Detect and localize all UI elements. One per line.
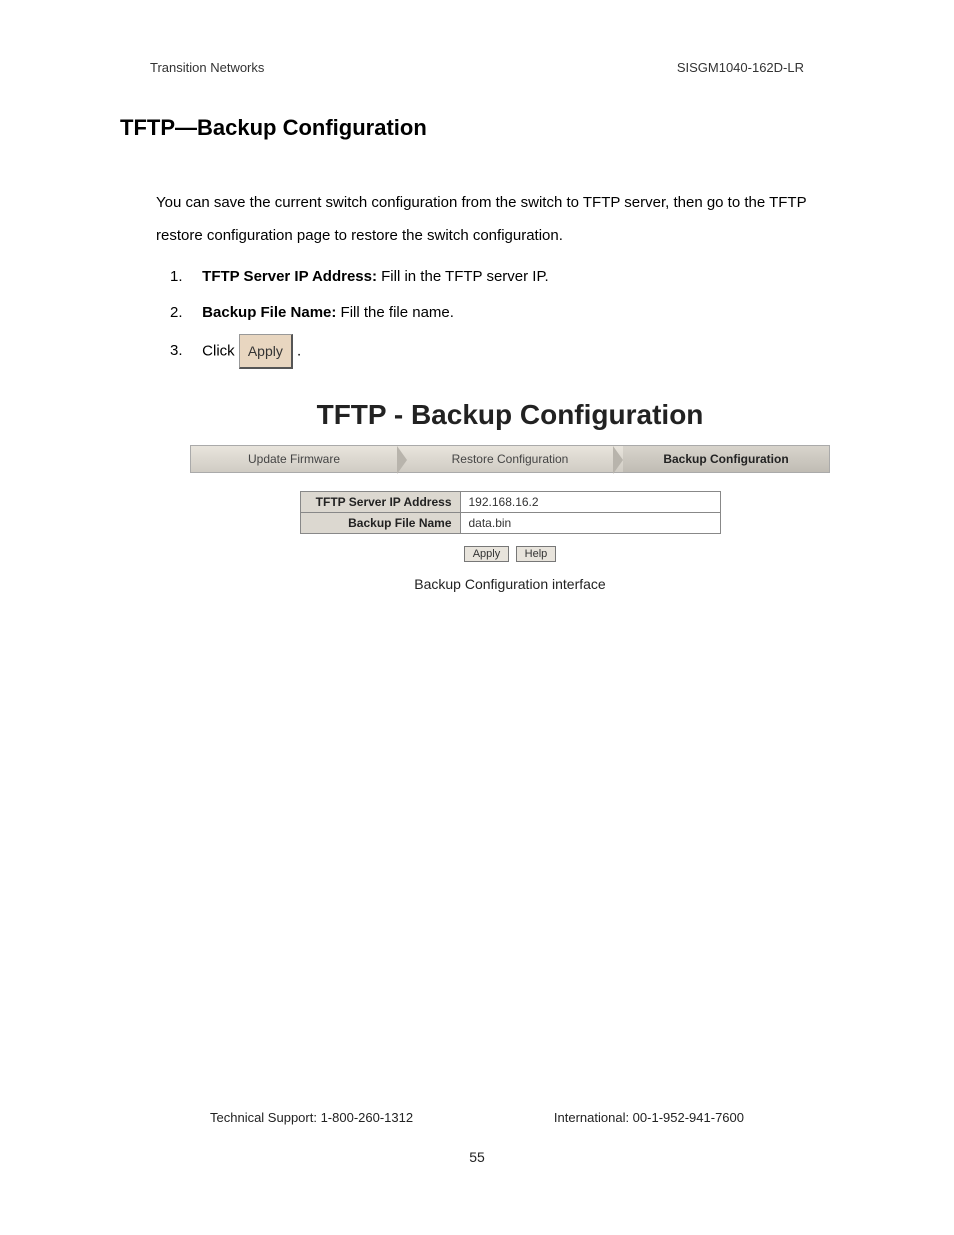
page-header: Transition Networks SISGM1040-162D-LR <box>120 60 834 75</box>
step-bold: TFTP Server IP Address: <box>202 268 377 285</box>
step-3: 3. Click Apply . <box>170 334 834 369</box>
figure-caption: Backup Configuration interface <box>190 576 830 592</box>
tab-label: Update Firmware <box>248 452 340 466</box>
screenshot-figure: TFTP - Backup Configuration Update Firmw… <box>190 399 830 592</box>
apply-button[interactable]: Apply <box>464 546 510 562</box>
tabs-row: Update Firmware Restore Configuration Ba… <box>190 445 830 473</box>
intro-text: You can save the current switch configur… <box>156 186 834 252</box>
section-title: TFTP—Backup Configuration <box>120 115 834 141</box>
page-footer: Technical Support: 1-800-260-1312 Intern… <box>120 1110 834 1165</box>
tab-label: Restore Configuration <box>452 452 569 466</box>
header-left: Transition Networks <box>150 60 264 75</box>
page-number: 55 <box>120 1149 834 1165</box>
header-right: SISGM1040-162D-LR <box>677 60 804 75</box>
apply-button-inline: Apply <box>239 334 293 369</box>
field-value-ip[interactable]: 192.168.16.2 <box>460 492 720 513</box>
field-label-filename: Backup File Name <box>300 513 460 534</box>
step-num: 2. <box>170 298 198 328</box>
step-rest: Fill the file name. <box>336 304 454 321</box>
step-num: 3. <box>170 336 198 366</box>
footer-left: Technical Support: 1-800-260-1312 <box>210 1110 413 1125</box>
field-label-ip: TFTP Server IP Address <box>300 492 460 513</box>
step-bold: Backup File Name: <box>202 304 336 321</box>
help-button[interactable]: Help <box>516 546 557 562</box>
table-row: TFTP Server IP Address 192.168.16.2 <box>300 492 720 513</box>
tab-restore-configuration[interactable]: Restore Configuration <box>407 446 613 472</box>
tab-update-firmware[interactable]: Update Firmware <box>191 446 397 472</box>
step-rest: Fill in the TFTP server IP. <box>377 268 549 285</box>
step-suffix: . <box>293 342 301 359</box>
step-1: 1. TFTP Server IP Address: Fill in the T… <box>170 262 834 292</box>
button-row: Apply Help <box>190 544 830 562</box>
table-row: Backup File Name data.bin <box>300 513 720 534</box>
step-2: 2. Backup File Name: Fill the file name. <box>170 298 834 328</box>
footer-right: International: 00-1-952-941-7600 <box>554 1110 744 1125</box>
tab-label: Backup Configuration <box>663 452 788 466</box>
tab-backup-configuration[interactable]: Backup Configuration <box>623 446 829 472</box>
step-num: 1. <box>170 262 198 292</box>
screenshot-title: TFTP - Backup Configuration <box>190 399 830 431</box>
step-prefix: Click <box>202 342 239 359</box>
config-table: TFTP Server IP Address 192.168.16.2 Back… <box>300 491 721 534</box>
steps-list: 1. TFTP Server IP Address: Fill in the T… <box>170 262 834 369</box>
field-value-filename[interactable]: data.bin <box>460 513 720 534</box>
tab-separator-icon <box>613 446 623 474</box>
tab-separator-icon <box>397 446 407 474</box>
